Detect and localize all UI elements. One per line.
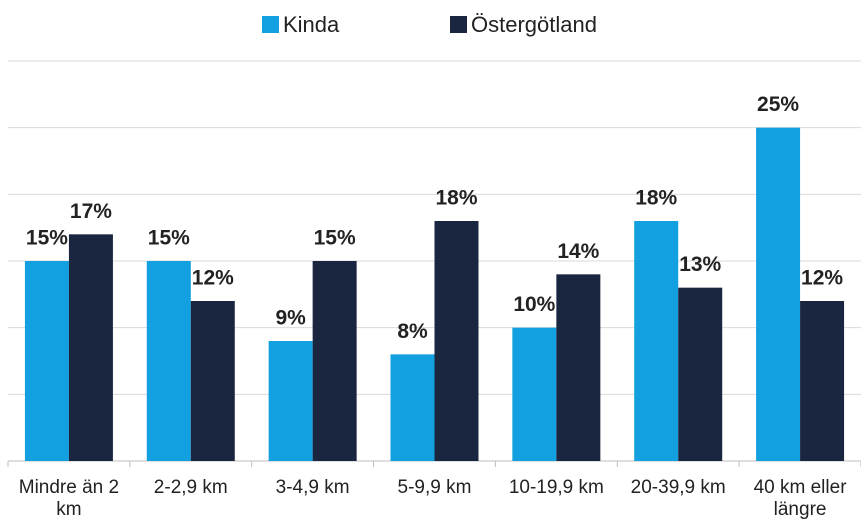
legend-swatch: [450, 16, 467, 33]
bar: [68, 234, 113, 461]
value-label: 12%: [801, 267, 843, 290]
x-tick-label: 3-4,9 km: [275, 477, 350, 498]
value-label: 9%: [275, 307, 306, 330]
legend-label: Östergötland: [471, 12, 597, 37]
bar: [756, 127, 801, 462]
x-tick-label: 40 km eller längre: [753, 477, 847, 520]
value-label: 12%: [192, 267, 234, 290]
bar: [312, 261, 357, 461]
value-label: 18%: [635, 187, 677, 210]
bar: [390, 354, 435, 461]
x-tick-label: 2-2,9 km: [153, 477, 228, 498]
value-label: 8%: [397, 320, 428, 343]
value-label: 13%: [679, 253, 721, 276]
bar: [268, 341, 313, 461]
x-tick-label: Mindre än 2 km: [18, 477, 120, 520]
value-label: 25%: [757, 93, 799, 116]
x-tick-label: 5-9,9 km: [397, 477, 472, 498]
value-label: 18%: [435, 187, 477, 210]
legend-swatch: [262, 16, 279, 33]
bar: [634, 221, 679, 461]
bar: [512, 327, 557, 461]
value-label: 15%: [148, 227, 190, 250]
value-label: 17%: [70, 200, 112, 223]
bar: [556, 274, 601, 461]
legend-label: Kinda: [283, 12, 340, 37]
bar: [146, 261, 191, 461]
bar: [678, 287, 723, 461]
bar: [24, 261, 69, 461]
value-label: 15%: [26, 227, 68, 250]
x-tick-label: 10-19,9 km: [508, 477, 604, 498]
bar: [800, 301, 845, 461]
value-label: 15%: [314, 227, 356, 250]
value-label: 10%: [513, 293, 555, 316]
value-label: 14%: [557, 240, 599, 263]
x-tick-label: 20-39,9 km: [630, 477, 726, 498]
bar: [434, 221, 479, 461]
bar: [190, 301, 235, 461]
